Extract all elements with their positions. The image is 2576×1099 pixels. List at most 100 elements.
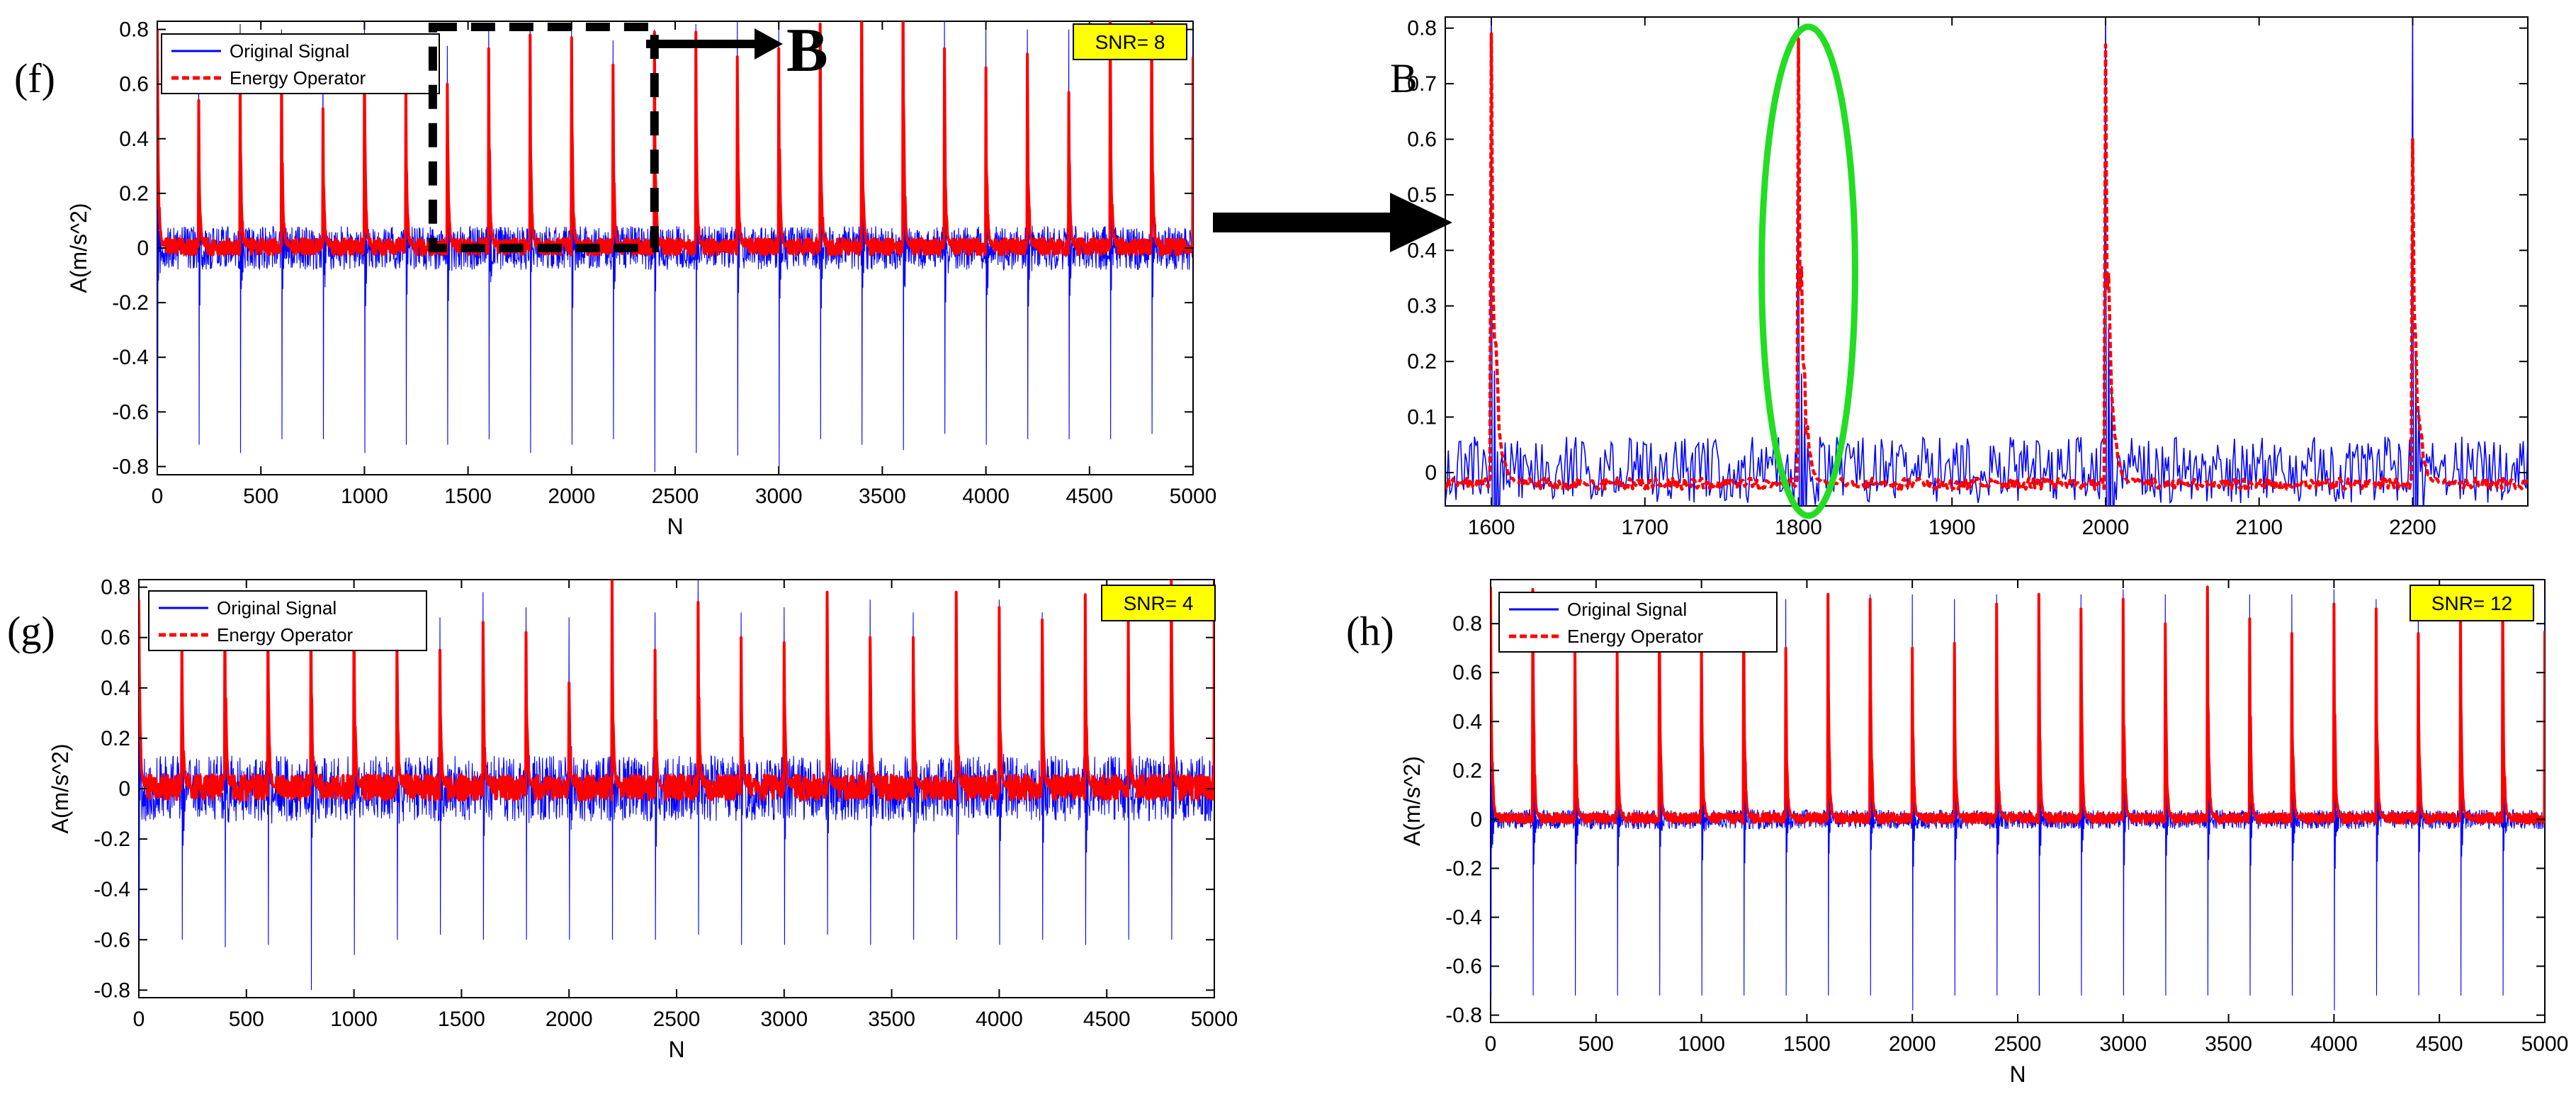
zoom-pointer-arrowhead bbox=[755, 28, 783, 60]
x-tick-label: 2500 bbox=[1994, 1032, 2042, 1056]
y-tick-label: 0.8 bbox=[1407, 17, 1437, 40]
snr-label: SNR= 8 bbox=[1095, 31, 1165, 53]
y-tick-label: 0.8 bbox=[119, 18, 149, 42]
x-tick-label: 1000 bbox=[1678, 1032, 1725, 1056]
x-axis-label: N bbox=[667, 514, 683, 539]
x-tick-label: 2000 bbox=[546, 1008, 593, 1031]
y-tick-label: 0 bbox=[118, 777, 130, 801]
big-arrow-shaft bbox=[1213, 213, 1397, 232]
y-tick-label: 0.1 bbox=[1407, 406, 1437, 429]
x-tick-label: 2500 bbox=[652, 485, 699, 508]
x-tick-label: 2000 bbox=[1889, 1032, 1936, 1056]
y-tick-label: 0.4 bbox=[101, 677, 130, 700]
zoom-annotations: B bbox=[646, 16, 1452, 252]
x-tick-label: 500 bbox=[1578, 1032, 1614, 1056]
y-tick-label: -0.6 bbox=[112, 400, 149, 424]
y-axis-label: A(m/s^2) bbox=[66, 203, 91, 293]
x-tick-label: 500 bbox=[229, 1008, 264, 1031]
chart-f: 0 500 1000 1500 2000 2500 3000 3500 4000 4500 5000… bbox=[66, 18, 1217, 539]
x-tick-label: 1900 bbox=[1928, 516, 1976, 539]
y-tick-label: 0.3 bbox=[1407, 295, 1437, 318]
x-tick-label: 500 bbox=[243, 485, 278, 508]
legend-label-energy: Energy Operator bbox=[217, 624, 354, 646]
y-tick-label: -0.2 bbox=[1445, 857, 1482, 880]
x-tick-label: 1500 bbox=[438, 1008, 485, 1031]
y-tick-label: 0.6 bbox=[119, 73, 149, 96]
x-tick-label: 1600 bbox=[1468, 516, 1515, 539]
y-tick-label: -0.8 bbox=[1445, 1004, 1482, 1027]
plot-area bbox=[1445, 16, 2529, 507]
x-axis-label: N bbox=[668, 1037, 684, 1062]
x-tick-label: 5000 bbox=[1170, 485, 1217, 508]
x-tick-label: 1000 bbox=[330, 1008, 378, 1031]
y-axis-label: A(m/s^2) bbox=[47, 743, 73, 833]
legend: Original Signal Energy Operator bbox=[1498, 592, 1778, 653]
y-tick-label: 0.2 bbox=[1407, 350, 1437, 373]
y-tick-label: 0.8 bbox=[101, 576, 130, 599]
legend-label-original: Original Signal bbox=[230, 40, 349, 62]
y-tick-label: -0.2 bbox=[94, 828, 130, 851]
snr-badge bbox=[1101, 585, 1216, 621]
legend-box bbox=[1498, 592, 1778, 653]
snr-badge bbox=[2410, 585, 2534, 621]
y-tick-label: 0 bbox=[137, 237, 149, 260]
y-tick-label: 0.2 bbox=[101, 727, 130, 750]
x-tick-label: 4000 bbox=[976, 1008, 1023, 1031]
chart-g: 0 500 1000 1500 2000 2500 3000 3500 4000 4500 5000… bbox=[47, 576, 1238, 1062]
plot-content bbox=[1491, 585, 2545, 1010]
y-tick-label: 0 bbox=[1425, 461, 1437, 485]
legend-label-original: Original Signal bbox=[1567, 599, 1687, 620]
big-arrow-head bbox=[1390, 193, 1452, 252]
chart-b-zoom: 1600 1700 1800 1900 2000 2100 2200 0 0.1 0.2 0.3 0.… bbox=[1407, 16, 2529, 539]
x-tick-label: 4500 bbox=[1083, 1008, 1131, 1031]
y-tick-label: -0.4 bbox=[94, 878, 130, 901]
y-axis-label: A(m/s^2) bbox=[1399, 756, 1425, 846]
y-tick-label: 0.2 bbox=[119, 182, 149, 205]
x-tick-label: 2100 bbox=[2235, 516, 2283, 539]
panel-label-g: (g) bbox=[7, 608, 55, 654]
snr-label: SNR= 4 bbox=[1124, 592, 1194, 614]
x-tick-label: 3000 bbox=[760, 1008, 808, 1031]
panel-label-h: (h) bbox=[1346, 608, 1394, 654]
y-tick-label: 0 bbox=[1470, 808, 1482, 831]
y-tick-label: 0.2 bbox=[1452, 759, 1482, 782]
y-tick-label: 0.5 bbox=[1407, 184, 1437, 207]
chart-h: 0 500 1000 1500 2000 2500 3000 3500 4000 4500 5000… bbox=[1399, 579, 2569, 1087]
x-tick-label: 1700 bbox=[1621, 516, 1668, 539]
series-line-energy-operator bbox=[1491, 585, 2545, 825]
y-tick-label: 0.6 bbox=[1407, 128, 1437, 152]
x-tick-label: 3500 bbox=[2205, 1032, 2252, 1056]
x-tick-label: 0 bbox=[152, 485, 164, 508]
x-tick-label: 2000 bbox=[2082, 516, 2130, 539]
x-tick-label: 2000 bbox=[548, 485, 595, 508]
x-tick-label: 1000 bbox=[341, 485, 388, 508]
y-tick-label: -0.8 bbox=[112, 455, 149, 478]
y-tick-label: 0.6 bbox=[1452, 661, 1482, 684]
y-tick-label: -0.4 bbox=[112, 346, 149, 369]
series-line-energy-operator bbox=[139, 580, 1214, 801]
x-tick-label: 3000 bbox=[2099, 1032, 2147, 1056]
legend-label-energy: Energy Operator bbox=[230, 67, 366, 89]
snr-label: SNR= 12 bbox=[2431, 592, 2512, 614]
legend: Original Signal Energy Operator bbox=[148, 590, 427, 651]
series-line-energy-operator bbox=[1445, 32, 2528, 491]
x-tick-label: 3500 bbox=[868, 1008, 915, 1031]
x-tick-label: 4500 bbox=[2416, 1032, 2463, 1056]
x-tick-label: 3000 bbox=[755, 485, 803, 508]
x-tick-label: 2200 bbox=[2389, 516, 2436, 539]
x-tick-label: 0 bbox=[1485, 1032, 1497, 1056]
panel-label-f: (f) bbox=[14, 55, 55, 101]
plot-content bbox=[139, 580, 1214, 991]
x-tick-label: 1500 bbox=[1783, 1032, 1831, 1056]
x-tick-label: 4500 bbox=[1066, 485, 1113, 508]
zoom-marker-label: B bbox=[786, 16, 828, 85]
x-tick-label: 0 bbox=[133, 1008, 145, 1031]
x-tick-label: 5000 bbox=[1191, 1008, 1238, 1031]
zoom-region-box bbox=[428, 23, 659, 252]
x-tick-label: 5000 bbox=[2521, 1032, 2569, 1056]
x-tick-label: 1800 bbox=[1775, 516, 1822, 539]
y-tick-label: 0.7 bbox=[1407, 72, 1437, 96]
snr-badge bbox=[1073, 23, 1187, 60]
highlight-ellipse bbox=[1758, 23, 1858, 519]
